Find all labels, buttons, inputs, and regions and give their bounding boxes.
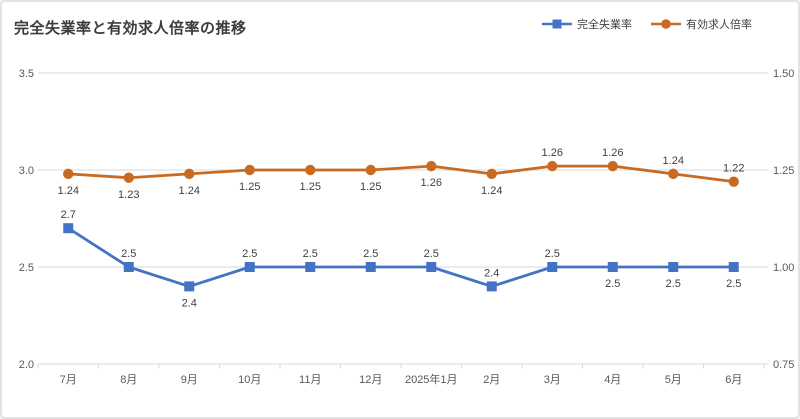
category-label: 10月 xyxy=(238,374,261,386)
category-label: 6月 xyxy=(725,374,742,386)
left-axis-tick-label: 2.5 xyxy=(19,262,34,274)
data-point-label: 2.5 xyxy=(666,278,681,290)
data-point-marker xyxy=(728,176,739,187)
data-point-label: 1.24 xyxy=(179,185,200,197)
category-label: 4月 xyxy=(604,374,621,386)
data-point-label: 2.5 xyxy=(242,248,257,260)
data-point-label: 2.5 xyxy=(363,248,378,260)
category-label: 2025年1月 xyxy=(405,372,458,386)
series-line-right xyxy=(66,164,736,184)
data-point-marker xyxy=(668,262,679,272)
category-label: 11月 xyxy=(299,374,321,386)
left-axis-tick-label: 3.5 xyxy=(19,68,34,80)
data-point-label: 1.25 xyxy=(300,181,321,193)
data-point-label: 1.25 xyxy=(360,181,381,193)
series-line-left xyxy=(66,226,736,288)
right-axis-tick-label: 1.00 xyxy=(773,262,794,274)
legend: 完全失業率 有効求人倍率 xyxy=(541,16,752,32)
legend-circle-marker-icon xyxy=(651,19,681,29)
data-point-label: 1.25 xyxy=(239,181,260,193)
data-point-label: 1.22 xyxy=(723,163,744,175)
data-point-marker xyxy=(426,160,437,172)
category-label: 7月 xyxy=(60,374,77,386)
data-point-marker xyxy=(365,262,376,272)
data-point-marker xyxy=(305,262,316,272)
data-point-label: 2.4 xyxy=(182,297,197,309)
data-point-marker xyxy=(607,262,618,272)
data-point-marker xyxy=(668,168,679,180)
data-point-marker xyxy=(123,262,134,272)
data-point-label: 1.26 xyxy=(602,147,623,159)
data-point-label: 2.5 xyxy=(605,278,620,290)
data-point-marker xyxy=(728,262,739,272)
chart-title: 完全失業率と有効求人倍率の推移 xyxy=(14,20,247,37)
legend-item-unemployment-rate[interactable]: 完全失業率 xyxy=(541,16,632,32)
data-point-marker xyxy=(123,172,134,183)
legend-label-job-openings-ratio: 有効求人倍率 xyxy=(686,19,752,31)
legend-square-marker-icon xyxy=(542,19,572,29)
category-label: 5月 xyxy=(665,374,682,386)
data-point-marker xyxy=(244,164,255,176)
data-point-label: 2.5 xyxy=(726,278,741,290)
data-point-label: 2.5 xyxy=(121,248,136,260)
data-point-marker xyxy=(184,281,195,292)
data-point-label: 1.26 xyxy=(542,147,563,159)
data-point-marker xyxy=(244,262,255,272)
data-point-marker xyxy=(365,164,376,176)
data-point-marker xyxy=(486,168,497,180)
right-axis-tick-label: 0.75 xyxy=(773,359,794,371)
data-point-marker xyxy=(486,281,497,292)
data-point-label: 1.23 xyxy=(118,189,139,201)
data-point-marker xyxy=(305,164,316,176)
data-point-label: 2.4 xyxy=(484,267,499,279)
data-point-marker xyxy=(184,168,195,180)
category-label: 2月 xyxy=(483,374,500,386)
data-point-label: 2.5 xyxy=(545,248,560,260)
category-label: 12月 xyxy=(359,374,382,386)
right-axis-tick-label: 1.50 xyxy=(773,68,794,80)
data-point-marker xyxy=(547,262,558,272)
data-point-label: 1.24 xyxy=(481,185,502,197)
left-axis-tick-label: 3.0 xyxy=(19,165,34,177)
category-label: 9月 xyxy=(181,374,198,386)
data-point-marker xyxy=(63,223,74,234)
data-point-label: 1.24 xyxy=(663,155,684,167)
legend-label-unemployment-rate: 完全失業率 xyxy=(577,19,632,31)
right-axis-tick-label: 1.25 xyxy=(773,165,794,177)
legend-item-job-openings-ratio[interactable]: 有効求人倍率 xyxy=(650,16,752,32)
data-point-label: 1.26 xyxy=(421,177,442,189)
data-point-label: 2.7 xyxy=(61,209,76,221)
left-axis-tick-label: 2.0 xyxy=(19,359,34,371)
data-point-label: 1.24 xyxy=(58,185,79,197)
data-point-marker xyxy=(607,160,618,172)
data-point-marker xyxy=(547,160,558,172)
data-point-label: 2.5 xyxy=(424,248,439,260)
category-label: 3月 xyxy=(544,374,561,386)
data-point-marker xyxy=(63,168,74,180)
data-point-label: 2.5 xyxy=(303,248,318,260)
category-label: 8月 xyxy=(120,374,137,386)
data-point-marker xyxy=(426,262,437,272)
